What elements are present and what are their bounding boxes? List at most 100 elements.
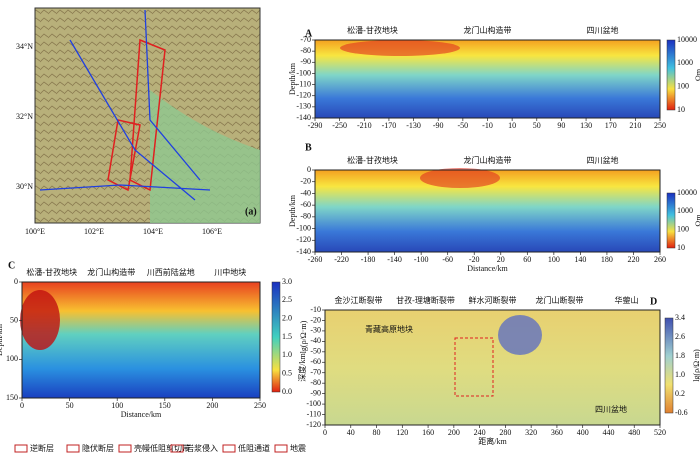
x-tick-label: 10 xyxy=(508,121,516,130)
x-tick-label: 210 xyxy=(629,121,641,130)
colorbar xyxy=(666,39,676,111)
x-tick-label: 150 xyxy=(159,401,171,410)
x-tick-label: 360 xyxy=(551,428,563,437)
y-tick-label: -120 xyxy=(296,235,311,244)
colorbar-label: 1.8 xyxy=(675,351,685,360)
y-tick-label: 0 xyxy=(307,165,311,174)
x-tick-label: -170 xyxy=(382,121,397,130)
x-tick-label: -90 xyxy=(433,121,444,130)
colorbar xyxy=(271,281,281,393)
colorbar-unit: lg(ρ/Ω·m) xyxy=(692,349,700,382)
colorbar-label: 1.0 xyxy=(675,370,685,379)
unit-label: 龙门山构造带 xyxy=(464,25,512,35)
y-axis-label: Depth/km xyxy=(0,323,4,356)
lat-label: 32°N xyxy=(16,112,33,121)
colorbar-label: 100 xyxy=(677,224,689,233)
x-tick-label: -10 xyxy=(482,121,493,130)
x-tick-label: -220 xyxy=(334,255,349,264)
y-tick-label: -90 xyxy=(300,57,311,66)
y-tick-label: -80 xyxy=(300,212,311,221)
unit-label: 甘孜-理塘断裂带 xyxy=(396,295,455,305)
colorbar-label: 10 xyxy=(677,243,685,252)
colorbar-label: 10 xyxy=(677,105,685,114)
unit-label: 四川盆地 xyxy=(587,155,619,165)
unit-label: 龙门山断裂带 xyxy=(536,295,584,305)
legend-label: 低阻通道 xyxy=(238,443,270,453)
x-tick-label: 50 xyxy=(66,401,74,410)
x-tick-label: -60 xyxy=(442,255,453,264)
y-tick-label: -40 xyxy=(310,336,321,345)
x-tick-label: 250 xyxy=(254,401,266,410)
x-axis-label: Distance/km xyxy=(467,264,508,273)
colorbar-unit: Ωm xyxy=(694,68,700,81)
panel-label: B xyxy=(305,142,312,153)
colorbar xyxy=(666,192,676,249)
note: 四川盆地 xyxy=(595,404,627,414)
lat-label: 34°N xyxy=(16,42,33,51)
x-tick-label: -290 xyxy=(308,121,323,130)
x-tick-label: 40 xyxy=(347,428,355,437)
x-tick-label: -20 xyxy=(469,255,480,264)
legend-swatch xyxy=(66,444,80,453)
colorbar-label: 3.4 xyxy=(675,313,685,322)
legend-swatch xyxy=(274,444,288,453)
y-axis-label: 深度/km xyxy=(297,353,307,382)
legend-swatch xyxy=(170,444,184,453)
note: 青藏高原地块 xyxy=(365,324,413,334)
y-tick-label: -80 xyxy=(300,46,311,55)
y-tick-label: -140 xyxy=(296,247,311,256)
colorbar-label: 1.5 xyxy=(282,332,292,341)
unit-label: 龙门山构造带 xyxy=(464,155,512,165)
unit-label: 川西前陆盆地 xyxy=(147,267,195,277)
x-tick-label: 170 xyxy=(605,121,617,130)
x-tick-label: 20 xyxy=(497,255,505,264)
unit-label: 龙门山构造带 xyxy=(87,267,135,277)
x-tick-label: 0 xyxy=(20,401,24,410)
x-tick-label: 520 xyxy=(654,428,666,437)
x-tick-label: 200 xyxy=(448,428,460,437)
x-tick-label: -260 xyxy=(308,255,323,264)
y-tick-label: -100 xyxy=(306,399,321,408)
profile-c xyxy=(22,282,260,398)
x-tick-label: 400 xyxy=(577,428,589,437)
y-tick-label: -100 xyxy=(296,223,311,232)
colorbar-label: 0.2 xyxy=(675,389,685,398)
y-tick-label: -80 xyxy=(310,378,321,387)
y-tick-label: -60 xyxy=(310,357,321,366)
lon-label: 102°E xyxy=(84,227,104,236)
panel-label: D xyxy=(650,296,657,307)
x-tick-label: 50 xyxy=(533,121,541,130)
legend-label: 隐伏断层 xyxy=(82,443,114,453)
legend-label: 逆断层 xyxy=(30,443,54,453)
x-tick-label: 320 xyxy=(525,428,537,437)
y-tick-label: -20 xyxy=(300,177,311,186)
y-tick-label: -70 xyxy=(310,368,321,377)
map xyxy=(34,7,261,224)
x-tick-label: 480 xyxy=(628,428,640,437)
frame xyxy=(324,309,661,426)
colorbar-label: 1.0 xyxy=(282,350,292,359)
unit-label: 金沙江断裂带 xyxy=(335,295,383,305)
x-tick-label: -50 xyxy=(458,121,469,130)
y-tick-label: -120 xyxy=(306,420,321,429)
legend-label: 地震 xyxy=(290,443,306,453)
y-tick-label: 50 xyxy=(10,315,18,324)
y-tick-label: -140 xyxy=(296,113,311,122)
x-tick-label: -140 xyxy=(387,255,402,264)
y-tick-label: -50 xyxy=(310,347,321,356)
y-tick-label: -100 xyxy=(296,68,311,77)
y-tick-label: 150 xyxy=(6,393,18,402)
x-tick-label: 80 xyxy=(373,428,381,437)
x-tick-label: 60 xyxy=(523,255,531,264)
x-tick-label: 250 xyxy=(654,121,666,130)
legend-swatch xyxy=(14,444,28,453)
unit-label: 鲜水河断裂带 xyxy=(469,295,517,305)
panel-label: C xyxy=(8,260,15,271)
lon-label: 106°E xyxy=(202,227,222,236)
unit-label: 四川盆地 xyxy=(587,25,619,35)
frame xyxy=(21,281,261,399)
colorbar-label: 2.6 xyxy=(675,332,685,341)
x-tick-label: 280 xyxy=(499,428,511,437)
panel-label: A xyxy=(305,28,313,39)
